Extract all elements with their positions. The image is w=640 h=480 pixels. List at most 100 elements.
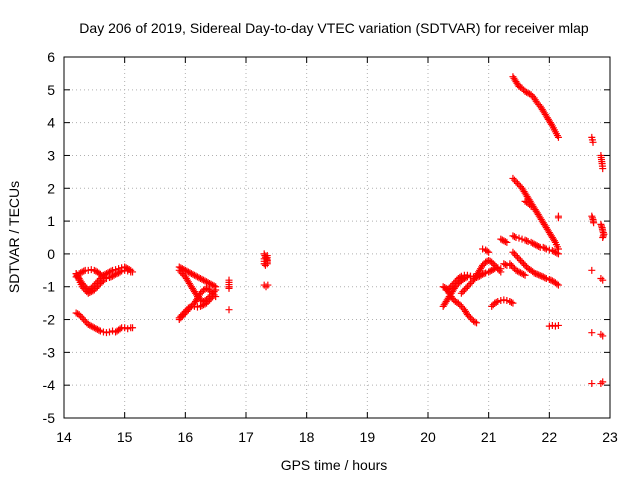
data-point xyxy=(480,270,488,278)
data-point xyxy=(470,317,477,325)
data-point xyxy=(204,279,212,287)
data-point xyxy=(210,291,218,299)
data-point xyxy=(225,284,233,292)
data-point xyxy=(121,266,129,274)
data-point xyxy=(517,256,525,264)
data-point xyxy=(463,283,471,291)
x-axis-title: GPS time / hours xyxy=(281,457,388,473)
data-point xyxy=(195,274,203,282)
data-point xyxy=(462,284,470,292)
data-point xyxy=(206,296,214,304)
data-point xyxy=(494,297,502,305)
data-point xyxy=(207,280,215,288)
data-point xyxy=(554,250,562,258)
data-point xyxy=(486,267,494,275)
data-point xyxy=(206,286,214,294)
data-point xyxy=(192,272,200,280)
data-point xyxy=(197,289,204,297)
data-point xyxy=(506,297,514,305)
data-point xyxy=(590,219,598,227)
data-point xyxy=(536,272,544,280)
data-point xyxy=(507,261,515,269)
data-point xyxy=(523,88,531,96)
y-tick-label: -5 xyxy=(43,410,56,426)
data-point xyxy=(178,270,186,278)
data-point xyxy=(207,288,215,296)
data-point xyxy=(541,274,549,282)
data-point xyxy=(447,283,455,291)
data-point xyxy=(460,286,468,294)
data-point xyxy=(554,133,562,141)
data-point xyxy=(177,268,185,276)
data-point xyxy=(84,266,92,274)
data-point xyxy=(482,258,490,266)
data-point xyxy=(588,329,596,337)
data-point xyxy=(107,273,115,281)
data-point xyxy=(485,248,493,256)
data-point xyxy=(512,234,520,241)
data-point xyxy=(548,321,556,329)
data-point xyxy=(510,176,518,184)
data-point xyxy=(95,326,103,334)
data-point xyxy=(551,248,559,256)
data-point xyxy=(512,252,520,260)
x-tick-label: 14 xyxy=(56,429,72,445)
data-point xyxy=(86,288,94,296)
data-point xyxy=(588,266,596,274)
y-tick-label: 6 xyxy=(47,49,55,65)
data-point xyxy=(96,327,104,335)
data-point xyxy=(212,286,220,294)
data-point xyxy=(485,268,493,276)
data-point xyxy=(113,270,121,278)
data-point xyxy=(193,303,201,311)
data-point xyxy=(75,311,83,319)
data-point xyxy=(589,138,597,146)
data-point xyxy=(448,281,456,289)
data-point xyxy=(599,332,607,340)
data-point xyxy=(180,309,188,317)
data-point xyxy=(492,263,500,271)
data-point xyxy=(550,247,558,255)
x-tick-label: 21 xyxy=(481,429,497,445)
data-point xyxy=(90,266,98,274)
data-point xyxy=(513,267,521,275)
data-point xyxy=(178,311,186,319)
data-point xyxy=(535,243,543,251)
data-point xyxy=(509,299,517,307)
x-tick-label: 17 xyxy=(238,429,254,445)
data-point xyxy=(201,277,209,285)
data-point xyxy=(497,297,505,305)
data-point xyxy=(489,260,497,268)
data-point xyxy=(127,268,135,276)
data-point xyxy=(513,179,521,187)
data-point xyxy=(92,325,100,333)
data-point xyxy=(545,276,553,284)
x-tick-label: 15 xyxy=(117,429,133,445)
data-point xyxy=(87,322,95,330)
data-point xyxy=(599,234,607,241)
data-point xyxy=(542,275,550,283)
x-tick-label: 20 xyxy=(420,429,436,445)
y-tick-label: -3 xyxy=(43,344,56,360)
data-point xyxy=(521,197,529,205)
data-point xyxy=(456,273,464,281)
data-point xyxy=(72,309,80,317)
data-points xyxy=(72,73,608,388)
data-point xyxy=(550,237,558,245)
data-point xyxy=(515,255,523,263)
data-point xyxy=(599,227,607,235)
data-point xyxy=(539,243,547,251)
data-point xyxy=(526,201,534,209)
data-point xyxy=(538,272,546,280)
data-point xyxy=(466,279,474,287)
data-point xyxy=(547,276,555,284)
data-point xyxy=(547,120,555,128)
data-point xyxy=(597,330,605,338)
data-point xyxy=(597,275,605,283)
data-point xyxy=(262,283,270,291)
data-point xyxy=(209,293,217,301)
data-point xyxy=(483,247,491,255)
data-point xyxy=(184,304,192,312)
data-point xyxy=(553,249,561,257)
data-point xyxy=(95,281,103,289)
